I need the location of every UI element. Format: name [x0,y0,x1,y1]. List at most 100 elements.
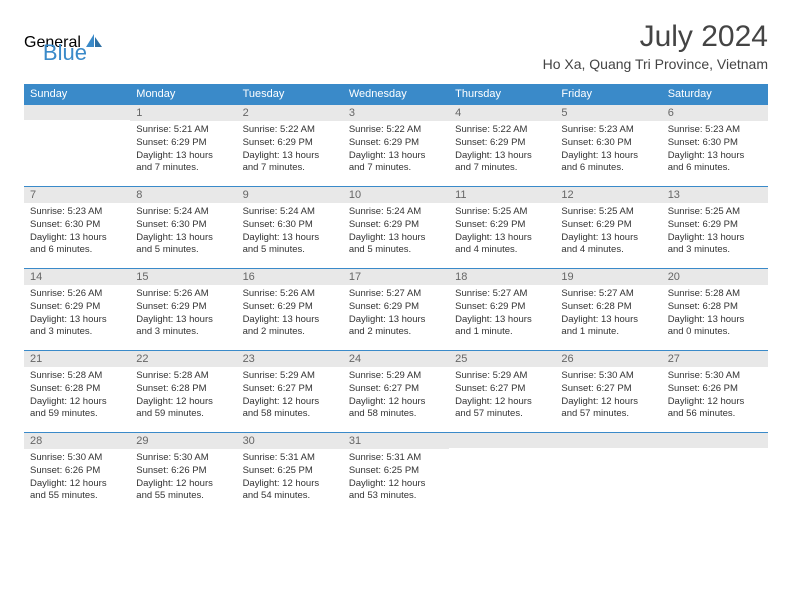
day-number: 28 [24,432,130,449]
weekday-header: Tuesday [237,84,343,104]
day-number: 6 [662,104,768,121]
calendar-day-cell: 7Sunrise: 5:23 AMSunset: 6:30 PMDaylight… [24,186,130,268]
calendar-week-row: 7Sunrise: 5:23 AMSunset: 6:30 PMDaylight… [24,186,768,268]
day-number: 26 [555,350,661,367]
calendar-day-cell: 29Sunrise: 5:30 AMSunset: 6:26 PMDayligh… [130,432,236,514]
day-details: Sunrise: 5:27 AMSunset: 6:29 PMDaylight:… [449,285,555,342]
calendar-day-cell: 22Sunrise: 5:28 AMSunset: 6:28 PMDayligh… [130,350,236,432]
calendar-day-cell: 16Sunrise: 5:26 AMSunset: 6:29 PMDayligh… [237,268,343,350]
day-details: Sunrise: 5:26 AMSunset: 6:29 PMDaylight:… [24,285,130,342]
day-details: Sunrise: 5:30 AMSunset: 6:26 PMDaylight:… [130,449,236,506]
day-details: Sunrise: 5:29 AMSunset: 6:27 PMDaylight:… [237,367,343,424]
day-details: Sunrise: 5:21 AMSunset: 6:29 PMDaylight:… [130,121,236,178]
location-text: Ho Xa, Quang Tri Province, Vietnam [543,56,768,72]
day-details: Sunrise: 5:26 AMSunset: 6:29 PMDaylight:… [237,285,343,342]
day-details: Sunrise: 5:30 AMSunset: 6:26 PMDaylight:… [662,367,768,424]
calendar-day-cell: 5Sunrise: 5:23 AMSunset: 6:30 PMDaylight… [555,104,661,186]
day-details: Sunrise: 5:23 AMSunset: 6:30 PMDaylight:… [24,203,130,260]
weekday-header: Saturday [662,84,768,104]
weekday-header: Thursday [449,84,555,104]
weekday-header: Friday [555,84,661,104]
day-details: Sunrise: 5:22 AMSunset: 6:29 PMDaylight:… [343,121,449,178]
calendar-day-cell: 14Sunrise: 5:26 AMSunset: 6:29 PMDayligh… [24,268,130,350]
logo: General Blue [24,20,87,66]
day-number: 3 [343,104,449,121]
calendar-day-cell: 12Sunrise: 5:25 AMSunset: 6:29 PMDayligh… [555,186,661,268]
day-details: Sunrise: 5:31 AMSunset: 6:25 PMDaylight:… [343,449,449,506]
calendar-day-cell: 26Sunrise: 5:30 AMSunset: 6:27 PMDayligh… [555,350,661,432]
day-number: 27 [662,350,768,367]
calendar-day-cell: 9Sunrise: 5:24 AMSunset: 6:30 PMDaylight… [237,186,343,268]
calendar-day-cell: 18Sunrise: 5:27 AMSunset: 6:29 PMDayligh… [449,268,555,350]
day-number: 9 [237,186,343,203]
day-number: 5 [555,104,661,121]
calendar-day-cell: 4Sunrise: 5:22 AMSunset: 6:29 PMDaylight… [449,104,555,186]
calendar-day-cell: 13Sunrise: 5:25 AMSunset: 6:29 PMDayligh… [662,186,768,268]
calendar-day-cell: 11Sunrise: 5:25 AMSunset: 6:29 PMDayligh… [449,186,555,268]
day-details: Sunrise: 5:26 AMSunset: 6:29 PMDaylight:… [130,285,236,342]
day-number: 10 [343,186,449,203]
calendar-day-cell: 17Sunrise: 5:27 AMSunset: 6:29 PMDayligh… [343,268,449,350]
day-details: Sunrise: 5:25 AMSunset: 6:29 PMDaylight:… [555,203,661,260]
header: General Blue July 2024 Ho Xa, Quang Tri … [24,20,768,72]
day-details: Sunrise: 5:23 AMSunset: 6:30 PMDaylight:… [662,121,768,178]
logo-text-blue: Blue [43,40,87,66]
calendar-day-cell: 10Sunrise: 5:24 AMSunset: 6:29 PMDayligh… [343,186,449,268]
day-number: 23 [237,350,343,367]
calendar-day-cell: 19Sunrise: 5:27 AMSunset: 6:28 PMDayligh… [555,268,661,350]
calendar-day-cell [449,432,555,514]
calendar-day-cell: 28Sunrise: 5:30 AMSunset: 6:26 PMDayligh… [24,432,130,514]
calendar-day-cell: 15Sunrise: 5:26 AMSunset: 6:29 PMDayligh… [130,268,236,350]
day-details: Sunrise: 5:25 AMSunset: 6:29 PMDaylight:… [662,203,768,260]
calendar-week-row: 21Sunrise: 5:28 AMSunset: 6:28 PMDayligh… [24,350,768,432]
calendar-day-cell: 1Sunrise: 5:21 AMSunset: 6:29 PMDaylight… [130,104,236,186]
weekday-header: Sunday [24,84,130,104]
day-number: 7 [24,186,130,203]
day-number: 15 [130,268,236,285]
day-number: 2 [237,104,343,121]
empty-day-header [662,432,768,448]
weekday-header-row: Sunday Monday Tuesday Wednesday Thursday… [24,84,768,104]
day-number: 13 [662,186,768,203]
day-number: 16 [237,268,343,285]
day-details: Sunrise: 5:24 AMSunset: 6:30 PMDaylight:… [237,203,343,260]
day-details: Sunrise: 5:23 AMSunset: 6:30 PMDaylight:… [555,121,661,178]
calendar-day-cell [662,432,768,514]
calendar-day-cell: 23Sunrise: 5:29 AMSunset: 6:27 PMDayligh… [237,350,343,432]
calendar-day-cell: 21Sunrise: 5:28 AMSunset: 6:28 PMDayligh… [24,350,130,432]
calendar-day-cell: 31Sunrise: 5:31 AMSunset: 6:25 PMDayligh… [343,432,449,514]
day-details: Sunrise: 5:27 AMSunset: 6:29 PMDaylight:… [343,285,449,342]
calendar-week-row: 1Sunrise: 5:21 AMSunset: 6:29 PMDaylight… [24,104,768,186]
month-title: July 2024 [543,20,768,54]
day-number: 1 [130,104,236,121]
day-details: Sunrise: 5:24 AMSunset: 6:29 PMDaylight:… [343,203,449,260]
day-details: Sunrise: 5:28 AMSunset: 6:28 PMDaylight:… [662,285,768,342]
calendar-table: Sunday Monday Tuesday Wednesday Thursday… [24,84,768,514]
day-number: 14 [24,268,130,285]
day-details: Sunrise: 5:30 AMSunset: 6:27 PMDaylight:… [555,367,661,424]
day-number: 8 [130,186,236,203]
day-details: Sunrise: 5:28 AMSunset: 6:28 PMDaylight:… [130,367,236,424]
day-number: 30 [237,432,343,449]
day-number: 25 [449,350,555,367]
calendar-day-cell: 3Sunrise: 5:22 AMSunset: 6:29 PMDaylight… [343,104,449,186]
empty-day-header [24,104,130,120]
day-number: 17 [343,268,449,285]
calendar-day-cell: 30Sunrise: 5:31 AMSunset: 6:25 PMDayligh… [237,432,343,514]
empty-day-header [449,432,555,448]
day-details: Sunrise: 5:22 AMSunset: 6:29 PMDaylight:… [237,121,343,178]
calendar-day-cell [555,432,661,514]
calendar-day-cell: 25Sunrise: 5:29 AMSunset: 6:27 PMDayligh… [449,350,555,432]
day-number: 4 [449,104,555,121]
title-block: July 2024 Ho Xa, Quang Tri Province, Vie… [543,20,768,72]
day-number: 29 [130,432,236,449]
logo-sail-icon [85,33,103,54]
day-number: 21 [24,350,130,367]
day-number: 22 [130,350,236,367]
calendar-week-row: 14Sunrise: 5:26 AMSunset: 6:29 PMDayligh… [24,268,768,350]
day-details: Sunrise: 5:24 AMSunset: 6:30 PMDaylight:… [130,203,236,260]
day-details: Sunrise: 5:30 AMSunset: 6:26 PMDaylight:… [24,449,130,506]
empty-day-header [555,432,661,448]
calendar-day-cell: 6Sunrise: 5:23 AMSunset: 6:30 PMDaylight… [662,104,768,186]
calendar-day-cell: 2Sunrise: 5:22 AMSunset: 6:29 PMDaylight… [237,104,343,186]
